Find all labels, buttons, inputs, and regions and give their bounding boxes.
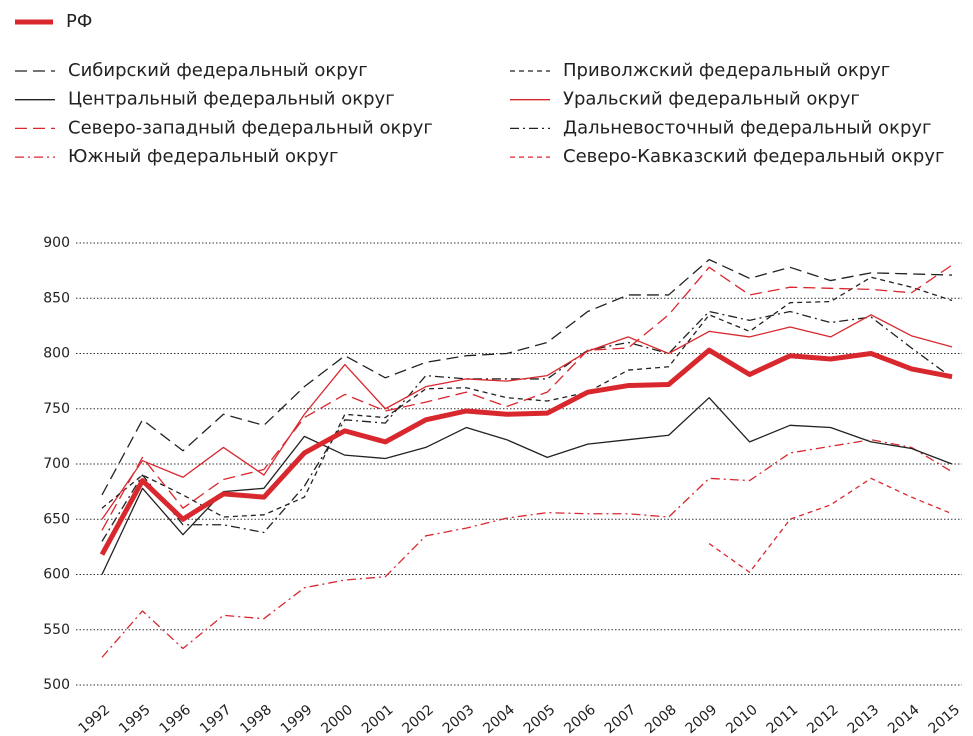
y-tick-label: 900 [43, 235, 70, 251]
x-tick-label: 2008 [642, 702, 680, 736]
x-tick-label: 2002 [399, 702, 437, 736]
legend-label: Южный федеральный округ [68, 146, 338, 167]
series-line [101, 397, 953, 575]
x-tick-label: 2010 [723, 702, 761, 736]
legend-label: Северо-западный федеральный округ [68, 117, 433, 138]
legend-label: Дальневосточный федеральный округ [563, 117, 931, 138]
x-tick-label: 2015 [926, 702, 964, 736]
y-tick-label: 700 [43, 456, 70, 472]
y-tick-label: 650 [43, 511, 70, 527]
legend-label: Центральный федеральный округ [68, 89, 395, 110]
x-tick-label: 1992 [76, 702, 114, 736]
y-tick-label: 850 [43, 290, 70, 306]
x-tick-label: 2006 [561, 702, 599, 736]
series-line [708, 477, 953, 573]
x-tick-label: 2003 [440, 702, 478, 736]
x-tick-label: 2005 [521, 702, 559, 736]
legend-label: Уральский федеральный округ [563, 89, 860, 110]
x-tick-label: 2013 [845, 702, 883, 736]
series-line [101, 439, 953, 658]
y-tick-label: 800 [43, 346, 70, 362]
x-tick-label: 2014 [885, 702, 923, 736]
legend-label: Сибирский федеральный округ [68, 60, 368, 81]
legend-label: Северо-Кавказский федеральный округ [563, 146, 944, 167]
x-tick-label: 2012 [804, 702, 842, 736]
y-tick-label: 600 [43, 567, 70, 583]
x-tick-label: 2000 [318, 702, 356, 736]
series-line [99, 347, 953, 556]
x-tick-label: 1995 [116, 702, 154, 736]
x-tick-label: 1999 [278, 702, 316, 736]
x-tick-label: 2011 [764, 702, 802, 736]
x-tick-label: 2007 [602, 702, 640, 736]
x-tick-label: 1997 [197, 702, 235, 736]
series-line [101, 276, 953, 518]
legend-label: Приволжский федеральный округ [563, 60, 890, 81]
series-line [101, 310, 953, 542]
x-tick-label: 1998 [237, 702, 275, 736]
x-tick-label: 2004 [480, 702, 518, 736]
series-line [101, 314, 953, 520]
y-tick-label: 500 [43, 677, 70, 693]
x-tick-label: 1996 [157, 702, 195, 736]
x-tick-label: 2001 [359, 702, 397, 736]
legend-label: РФ [66, 11, 92, 32]
y-tick-label: 550 [43, 622, 70, 638]
y-tick-label: 750 [43, 401, 70, 417]
series-line [101, 258, 953, 496]
series-line [101, 264, 953, 531]
x-tick-label: 2009 [683, 702, 721, 736]
